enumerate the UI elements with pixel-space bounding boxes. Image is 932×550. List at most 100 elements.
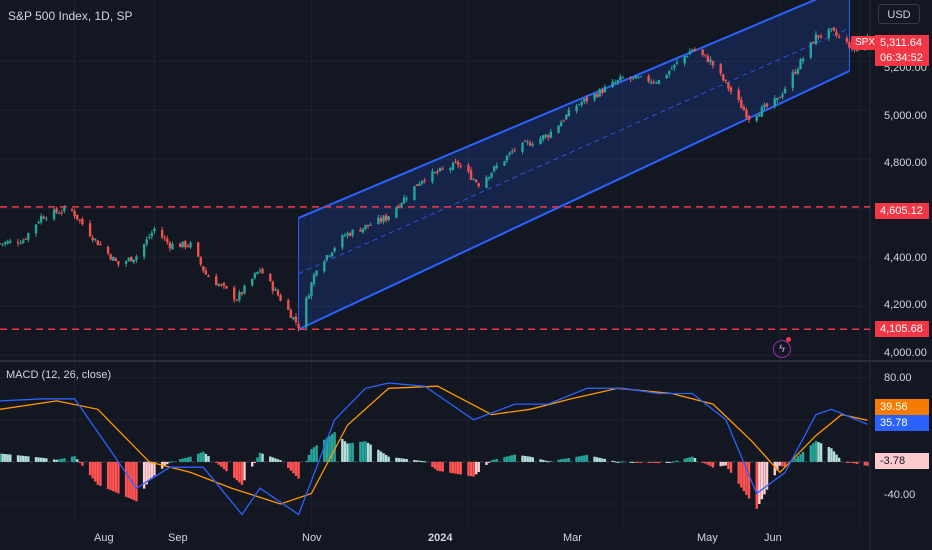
histogram-bar	[135, 461, 138, 502]
candle-body	[39, 215, 43, 223]
candle-body	[325, 255, 329, 260]
candle-body	[9, 240, 12, 243]
histogram-bar	[459, 461, 462, 475]
histogram-bar	[760, 461, 764, 500]
histogram-bar	[184, 457, 187, 462]
chart-title: S&P 500 Index, 1D, SP	[8, 9, 133, 23]
candle-body	[323, 261, 326, 272]
candle-body	[431, 171, 434, 182]
histogram-bar	[577, 456, 581, 462]
candle-body	[580, 102, 583, 105]
candle-body	[0, 243, 2, 245]
histogram-bar	[132, 461, 136, 501]
candle-body	[611, 81, 614, 87]
histogram-bar	[369, 444, 372, 462]
candle-body	[706, 56, 710, 63]
histogram-bar	[683, 458, 686, 462]
candle-body	[549, 131, 553, 138]
time-tick: May	[697, 532, 718, 544]
candle-body	[240, 292, 244, 294]
candle-body	[395, 207, 398, 218]
histogram-bar	[490, 460, 493, 462]
histogram-bar	[598, 457, 601, 462]
candle-body	[639, 76, 643, 78]
lightning-icon[interactable]: ϟ	[773, 340, 791, 358]
candle-body	[812, 41, 815, 44]
candle-body	[81, 218, 84, 225]
signal-value-label: 39.56	[875, 399, 929, 415]
histogram-bar	[611, 460, 614, 462]
candle-body	[222, 283, 226, 286]
histogram-bar	[652, 461, 655, 463]
candle-body	[73, 211, 76, 217]
histogram-bar	[801, 451, 805, 462]
histogram-bar	[39, 457, 43, 462]
candle-body	[673, 64, 676, 69]
histogram-bar	[827, 447, 831, 462]
candle-body	[493, 166, 496, 172]
candle-body	[3, 242, 7, 244]
histogram-bar	[639, 461, 643, 463]
candle-body	[557, 125, 560, 133]
candle-body	[1, 243, 4, 245]
candle-body	[791, 72, 794, 88]
histogram-bar	[737, 461, 740, 484]
candle-body	[351, 229, 354, 236]
histogram-bar	[34, 457, 38, 462]
histogram-bar	[575, 456, 578, 462]
histogram-bar	[853, 461, 856, 464]
candle-body	[801, 58, 805, 62]
histogram-bar	[94, 461, 97, 482]
candle-body	[400, 203, 403, 207]
histogram-bar	[323, 439, 326, 462]
histogram-bar	[127, 461, 130, 498]
candle-body	[261, 269, 264, 274]
currency-button[interactable]: USD	[878, 4, 920, 24]
histogram-bar	[402, 458, 406, 462]
candle-body	[359, 229, 362, 232]
histogram-bar	[305, 460, 308, 462]
histogram-bar	[778, 461, 782, 466]
candle-body	[217, 284, 220, 286]
candle-body	[529, 142, 532, 146]
histogram-bar	[289, 461, 293, 471]
histogram-bar	[297, 461, 300, 479]
price-tick: 4,200.00	[884, 299, 927, 311]
histogram-bar	[541, 459, 545, 462]
histogram-bar	[613, 461, 617, 463]
candle-body	[487, 177, 491, 179]
histogram-bar	[745, 461, 748, 495]
candle-body	[845, 37, 849, 42]
candle-body	[423, 180, 426, 182]
histogram-bar	[251, 461, 254, 467]
histogram-bar	[719, 461, 722, 467]
histogram-bar	[361, 441, 365, 462]
histogram-bar	[670, 461, 674, 463]
candle-body	[637, 77, 640, 79]
candle-body	[225, 286, 228, 289]
histogram-bar	[796, 456, 800, 462]
histogram-bar	[196, 453, 200, 462]
macd-line	[0, 382, 868, 516]
candle-body	[688, 51, 692, 55]
candle-body	[436, 171, 439, 173]
level-upper-label: 4,605.12	[875, 203, 929, 219]
histogram-bar	[562, 458, 565, 462]
candle-body	[315, 270, 318, 276]
histogram-bar	[691, 456, 694, 462]
histogram-bar	[531, 457, 535, 462]
candle-body	[235, 299, 239, 301]
candle-body	[454, 161, 457, 163]
candle-body	[724, 79, 728, 81]
histogram-bar	[415, 460, 419, 462]
candle-body	[91, 237, 94, 241]
histogram-bar	[814, 440, 818, 462]
histogram-bar	[178, 459, 182, 462]
candle-body	[616, 79, 619, 83]
histogram-bar	[675, 460, 679, 462]
channel-lower-line	[298, 70, 850, 331]
candle-body	[124, 261, 128, 264]
candle-body	[341, 235, 344, 248]
candle-body	[490, 172, 493, 177]
